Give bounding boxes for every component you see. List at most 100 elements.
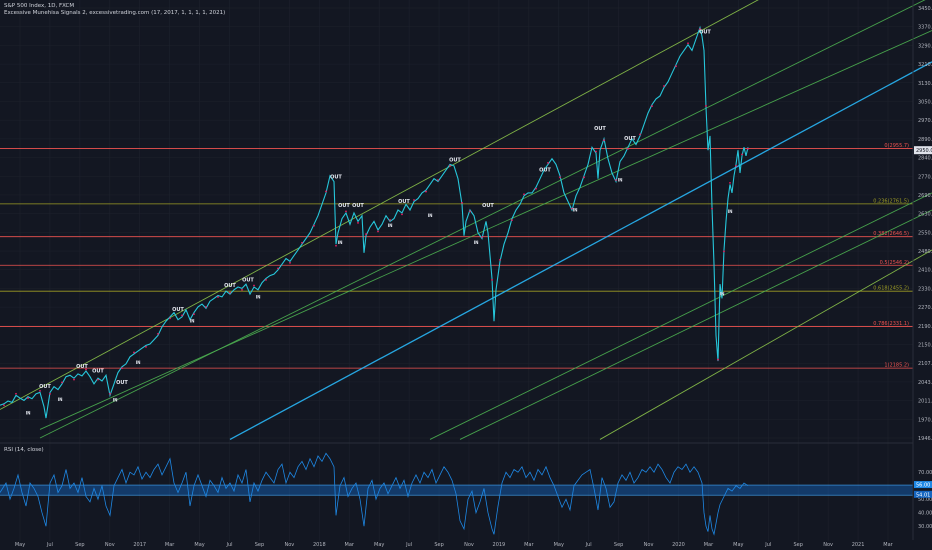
signal-dot (253, 284, 255, 287)
signal-dot (389, 219, 391, 221)
signal-dot (345, 210, 347, 213)
signal-in-label: IN (338, 240, 343, 245)
signal-dot (603, 139, 605, 142)
trend-line (39, 30, 932, 430)
x-tick-label: Mar (524, 542, 534, 548)
y-tick-label: 2190.0 (918, 324, 932, 330)
current-price-label: 2950.0 (916, 148, 932, 154)
signal-dot (265, 279, 267, 281)
signal-dot (121, 367, 123, 370)
rsi-band (0, 485, 913, 496)
rsi-line (0, 452, 749, 536)
signal-in-label: IN (26, 411, 31, 416)
signal-dot (169, 317, 171, 320)
signal-out-label: OUT (624, 136, 636, 142)
signal-in-label: IN (474, 240, 479, 245)
signal-dot (675, 65, 677, 68)
symbol-legend[interactable]: S&P 500 Index, 1D, FXCM (4, 3, 75, 9)
x-tick-label: May (554, 542, 564, 548)
current-price-tag (914, 146, 932, 155)
signal-dot (377, 230, 379, 233)
signal-dot (747, 147, 749, 150)
price-axis[interactable]: 3450.0 3370.0 3290.0 3210.0 3130.0 3050.0 2970… (912, 0, 932, 540)
signal-dot (735, 165, 737, 167)
signal-out-label: OUT (39, 384, 51, 390)
fib-level-label: 0.618(2455.2) (873, 286, 909, 292)
signal-out-label: OUT (482, 203, 494, 209)
x-tick-label: Jul (764, 542, 771, 548)
fib-level-label: 0.786(2331.1) (873, 321, 909, 327)
y-tick-label: 3450.0 (918, 6, 932, 12)
x-tick-label: 2020 (672, 542, 685, 548)
x-tick-label: Sep (255, 542, 264, 548)
trend-line (429, 192, 932, 440)
signal-dot (97, 378, 99, 381)
signal-dot (27, 397, 29, 400)
signal-in-label: IN (58, 397, 63, 402)
x-tick-label: Sep (793, 542, 802, 548)
y-tick-label: 2410.0 (918, 268, 932, 274)
rsi-tick-label: 50.00 (918, 497, 932, 503)
time-axis[interactable]: May Jul Sep Nov 2017 Mar May Jul Sep Nov 2018 Mar Ma… (15, 542, 894, 548)
y-tick-label: 2011.0 (918, 399, 932, 405)
signal-dot (325, 190, 327, 193)
y-tick-label: 2630.0 (918, 212, 932, 218)
signal-dot (73, 378, 75, 381)
rsi-value-label: 56.00 (916, 483, 930, 489)
signal-in-label: IN (728, 209, 733, 214)
signal-dot (595, 150, 597, 153)
signal-dot (401, 213, 403, 216)
rsi-pane (0, 452, 913, 536)
trend-line (0, 0, 759, 410)
signal-dot (3, 404, 5, 407)
x-tick-label: 2017 (133, 542, 146, 548)
signal-dot (241, 288, 243, 291)
signal-dot (205, 305, 207, 308)
x-tick-label: Mar (883, 542, 893, 548)
signal-dot (651, 105, 653, 107)
x-tick-label: 2021 (852, 542, 865, 548)
x-tick-label: May (374, 542, 384, 548)
signal-dot (437, 179, 439, 181)
signal-out-label: OUT (699, 29, 711, 35)
x-tick-label: Jul (585, 542, 592, 548)
signal-dot (535, 187, 537, 190)
signal-out-label: OUT (398, 199, 410, 205)
signal-in-label: IN (618, 178, 623, 183)
signal-dot (491, 279, 493, 281)
y-tick-label: 2480.0 (918, 249, 932, 255)
x-tick-label: Mar (165, 542, 175, 548)
x-tick-label: Jul (405, 542, 412, 548)
signal-out-label: OUT (352, 203, 364, 209)
signal-dot (229, 291, 231, 294)
signal-dot (193, 313, 195, 316)
fib-level-label: 1(2185.2) (884, 363, 909, 369)
signal-dot (335, 244, 337, 247)
signal-dot (469, 210, 471, 213)
signal-dot (663, 85, 665, 87)
signal-out-label: OUT (449, 158, 461, 164)
y-tick-label: 3210.0 (918, 62, 932, 68)
signal-dot (699, 28, 701, 31)
signal-dot (639, 133, 641, 136)
signal-dot (109, 392, 111, 395)
signal-dot (461, 201, 463, 204)
indicator-legend[interactable]: Excessive Munehisa Signals 2, excessivet… (4, 10, 226, 16)
rsi-legend[interactable]: RSI (14, close) (4, 447, 44, 453)
trend-line (39, 0, 926, 439)
y-tick-label: 3290.0 (918, 43, 932, 49)
signal-dot (277, 267, 279, 270)
signal-dot (729, 181, 731, 184)
signal-in-label: IN (113, 398, 118, 403)
signal-dot (181, 314, 183, 317)
signal-in-label: IN (720, 292, 725, 297)
y-tick-label: 3370.0 (918, 25, 932, 31)
signal-in-label: IN (256, 294, 261, 299)
signal-dot (39, 390, 41, 392)
signal-dot (49, 393, 51, 395)
signal-dot (145, 345, 147, 348)
signal-in-label: IN (388, 223, 393, 228)
